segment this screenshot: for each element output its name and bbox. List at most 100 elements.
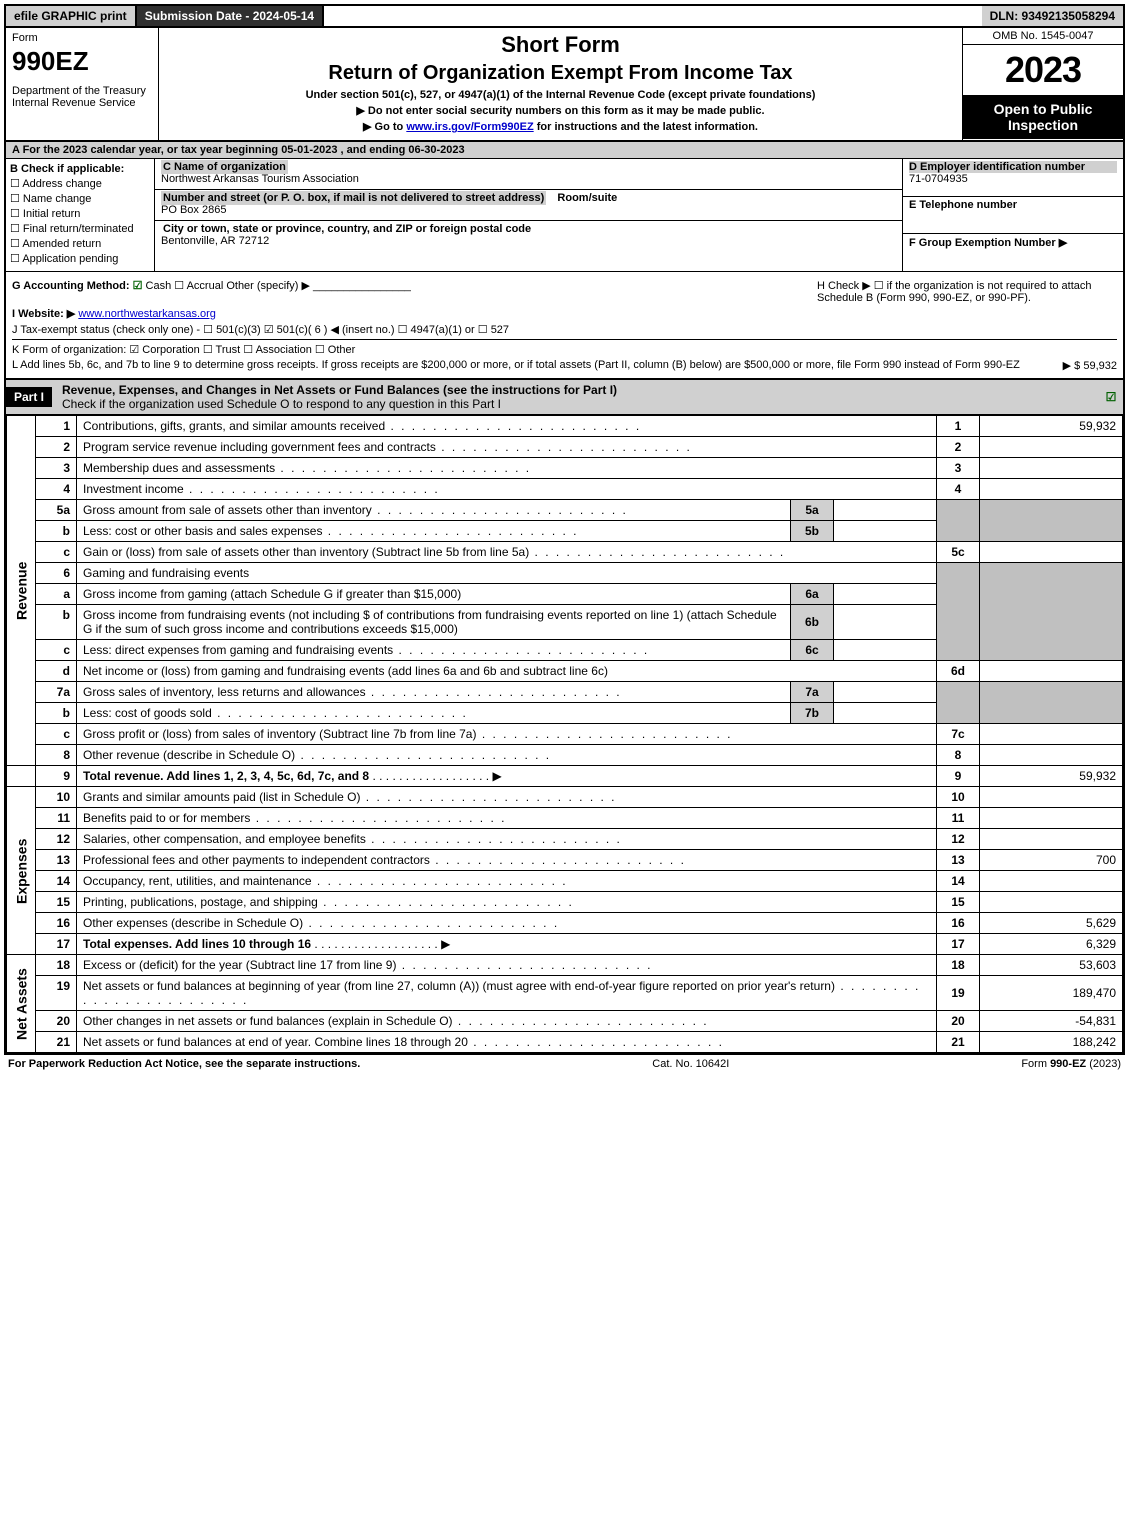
open-public: Open to Public Inspection — [963, 95, 1123, 139]
l7b-desc: Less: cost of goods sold — [83, 706, 468, 720]
l5c-val — [980, 542, 1123, 563]
l13-val: 700 — [980, 850, 1123, 871]
l2-desc: Program service revenue including govern… — [83, 440, 692, 454]
l14-desc: Occupancy, rent, utilities, and maintena… — [83, 874, 568, 888]
l5c-desc: Gain or (loss) from sale of assets other… — [83, 545, 785, 559]
l10-desc: Grants and similar amounts paid (list in… — [83, 790, 616, 804]
l20-val: -54,831 — [980, 1011, 1123, 1032]
l9-desc: Total revenue. Add lines 1, 2, 3, 4, 5c,… — [83, 769, 369, 783]
h-text: H Check ▶ ☐ if the organization is not r… — [817, 279, 1117, 304]
g-other: Other (specify) ▶ — [226, 280, 310, 292]
g-accrual[interactable]: Accrual — [174, 280, 223, 292]
revenue-label: Revenue — [7, 416, 36, 766]
l7a-sub: 7a — [791, 682, 834, 703]
part-i-label: Part I — [6, 387, 52, 407]
l18-num: 18 — [36, 955, 77, 976]
irs-link[interactable]: www.irs.gov/Form990EZ — [406, 121, 533, 133]
l8-desc: Other revenue (describe in Schedule O) — [83, 748, 551, 762]
l11-val — [980, 808, 1123, 829]
l16-ln: 16 — [937, 913, 980, 934]
part-i-checkbox[interactable]: ☑ — [1099, 387, 1123, 407]
chk-final[interactable]: Final return/terminated — [10, 222, 150, 235]
l5a-subval — [834, 500, 937, 521]
website-link[interactable]: www.northwestarkansas.org — [78, 308, 216, 320]
l7a-desc: Gross sales of inventory, less returns a… — [83, 685, 622, 699]
chk-initial[interactable]: Initial return — [10, 207, 150, 220]
l14-val — [980, 871, 1123, 892]
l3-num: 3 — [36, 458, 77, 479]
l4-desc: Investment income — [83, 482, 440, 496]
l12-num: 12 — [36, 829, 77, 850]
l17-ln: 17 — [937, 934, 980, 955]
l6d-num: d — [36, 661, 77, 682]
goto-line: ▶ Go to www.irs.gov/Form990EZ for instru… — [165, 120, 956, 133]
l12-ln: 12 — [937, 829, 980, 850]
l7b-sub: 7b — [791, 703, 834, 724]
l6a-desc: Gross income from gaming (attach Schedul… — [77, 584, 791, 605]
b-header: B Check if applicable: — [10, 163, 150, 175]
org-name: Northwest Arkansas Tourism Association — [161, 173, 359, 185]
submission-date: Submission Date - 2024-05-14 — [137, 6, 324, 26]
l6b-num: b — [36, 605, 77, 640]
l19-ln: 19 — [937, 976, 980, 1011]
footer-right: Form 990-EZ (2023) — [1021, 1058, 1121, 1070]
chk-amended[interactable]: Amended return — [10, 237, 150, 250]
l10-ln: 10 — [937, 787, 980, 808]
l21-ln: 21 — [937, 1032, 980, 1053]
efile-print-button[interactable]: efile GRAPHIC print — [6, 6, 137, 26]
l11-ln: 11 — [937, 808, 980, 829]
l6b-subval — [834, 605, 937, 640]
l16-val: 5,629 — [980, 913, 1123, 934]
g-cash[interactable]: Cash — [133, 280, 172, 292]
g-through-l: G Accounting Method: Cash Accrual Other … — [6, 272, 1123, 379]
l8-ln: 8 — [937, 745, 980, 766]
l6c-sub: 6c — [791, 640, 834, 661]
street-value: PO Box 2865 — [161, 204, 226, 216]
l4-ln: 4 — [937, 479, 980, 500]
l3-val — [980, 458, 1123, 479]
l20-desc: Other changes in net assets or fund bala… — [83, 1014, 709, 1028]
l10-val — [980, 787, 1123, 808]
omb-number: OMB No. 1545-0047 — [963, 28, 1123, 45]
section-a: A For the 2023 calendar year, or tax yea… — [6, 142, 1123, 159]
l15-num: 15 — [36, 892, 77, 913]
l11-num: 11 — [36, 808, 77, 829]
col-c: C Name of organization Northwest Arkansa… — [155, 159, 902, 271]
l6d-val — [980, 661, 1123, 682]
l6c-num: c — [36, 640, 77, 661]
grp-label: F Group Exemption Number ▶ — [909, 236, 1117, 249]
l5a-desc: Gross amount from sale of assets other t… — [83, 503, 628, 517]
l6c-subval — [834, 640, 937, 661]
l6c-desc: Less: direct expenses from gaming and fu… — [83, 643, 649, 657]
city-row: City or town, state or province, country… — [155, 221, 902, 251]
dept-treasury: Department of the Treasury Internal Reve… — [12, 85, 152, 109]
l1-num: 1 — [36, 416, 77, 437]
part-i-header: Part I Revenue, Expenses, and Changes in… — [6, 379, 1123, 415]
chk-pending[interactable]: Application pending — [10, 252, 150, 265]
l6a-subval — [834, 584, 937, 605]
l7a-num: 7a — [36, 682, 77, 703]
l2-ln: 2 — [937, 437, 980, 458]
tel-cell: E Telephone number — [903, 197, 1123, 235]
l13-desc: Professional fees and other payments to … — [83, 853, 686, 867]
l9-num: 9 — [36, 766, 77, 787]
l-text: L Add lines 5b, 6c, and 7b to line 9 to … — [12, 359, 1020, 371]
l6a-sub: 6a — [791, 584, 834, 605]
l5a-sub: 5a — [791, 500, 834, 521]
l13-num: 13 — [36, 850, 77, 871]
g-label: G Accounting Method: — [12, 280, 130, 292]
under-section: Under section 501(c), 527, or 4947(a)(1)… — [165, 89, 956, 101]
chk-name[interactable]: Name change — [10, 192, 150, 205]
ein-cell: D Employer identification number 71-0704… — [903, 159, 1123, 197]
col-d: D Employer identification number 71-0704… — [902, 159, 1123, 271]
netassets-label: Net Assets — [7, 955, 36, 1053]
form-header: Form 990EZ Department of the Treasury In… — [6, 28, 1123, 142]
top-bar: efile GRAPHIC print Submission Date - 20… — [6, 6, 1123, 28]
l19-val: 189,470 — [980, 976, 1123, 1011]
chk-address[interactable]: Address change — [10, 177, 150, 190]
l3-ln: 3 — [937, 458, 980, 479]
l6-desc: Gaming and fundraising events — [77, 563, 937, 584]
dln-label: DLN: 93492135058294 — [982, 6, 1123, 26]
l7c-desc: Gross profit or (loss) from sales of inv… — [83, 727, 733, 741]
room-label: Room/suite — [555, 191, 619, 205]
